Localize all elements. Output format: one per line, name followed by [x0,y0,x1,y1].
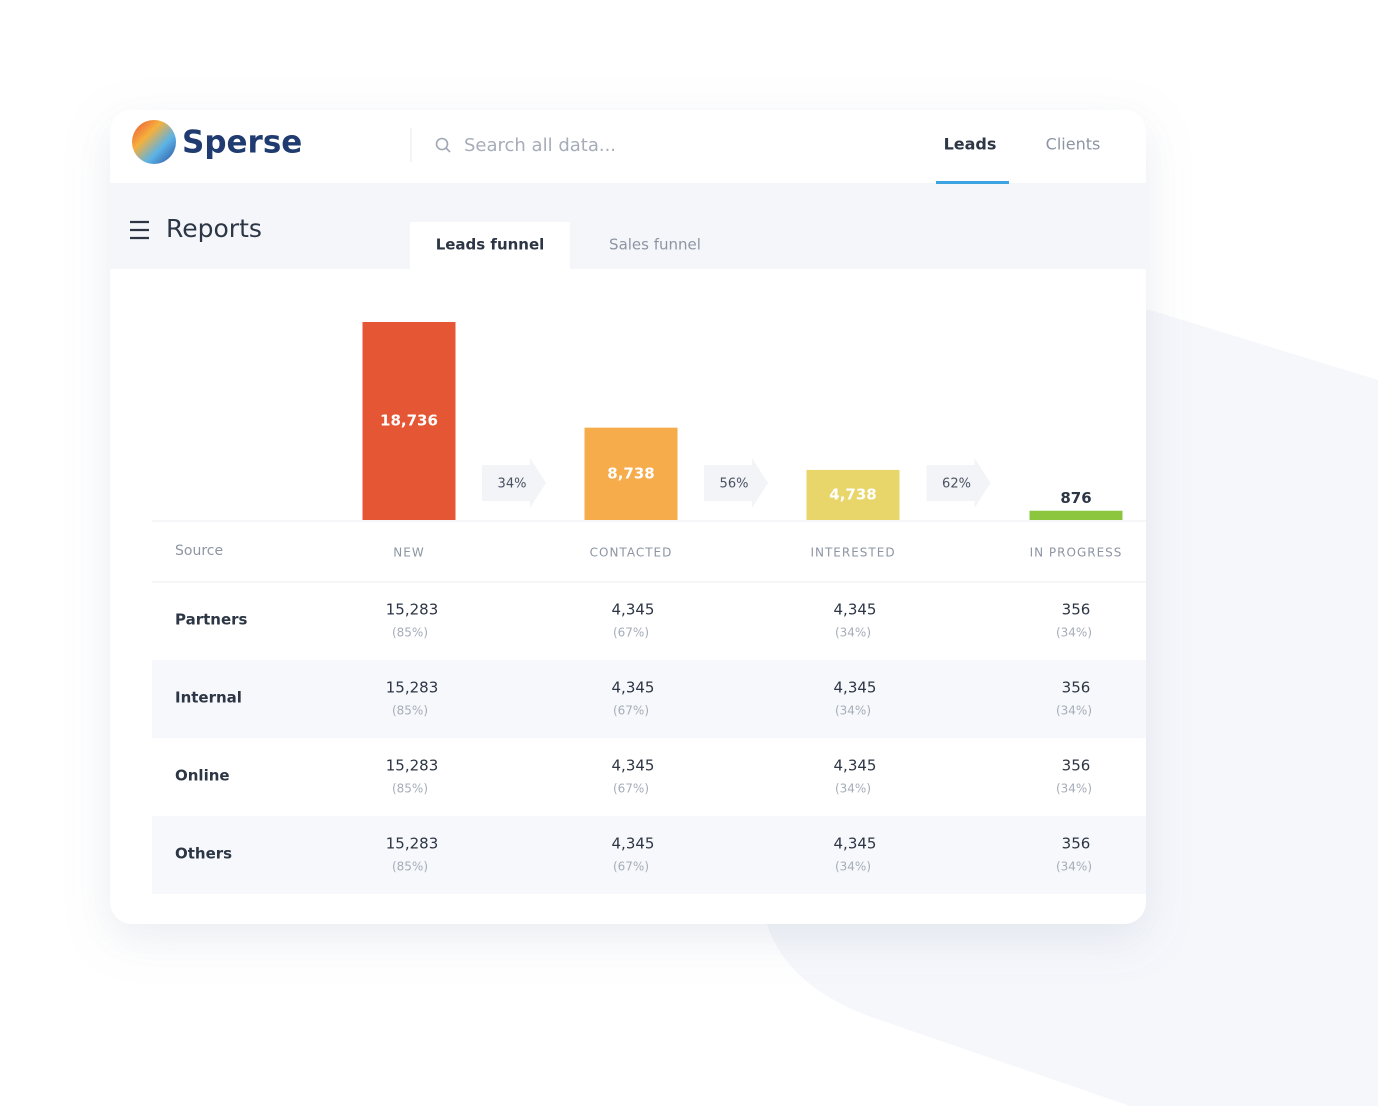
active-tab [410,222,570,270]
cell-percent: (67%) [613,626,649,640]
tab[interactable]: Sales funnel [609,236,701,254]
bar-label: 18,736 [380,412,438,430]
row-label: Others [175,845,232,863]
cell-percent: (34%) [835,704,871,718]
cell-percent: (85%) [392,860,428,874]
row-background [152,660,1146,738]
cell-value: 4,345 [612,835,655,853]
cell-percent: (85%) [392,626,428,640]
x-tick-label: IN PROGRESS [1030,546,1123,560]
cell-percent: (85%) [392,782,428,796]
cell-value: 4,345 [834,601,877,619]
page-title: Reports [166,214,262,243]
bar [584,427,678,520]
cell-value: 4,345 [834,835,877,853]
menu-icon[interactable] [130,220,149,240]
cell-value: 4,345 [612,679,655,697]
cell-value: 15,283 [386,835,439,853]
cell-percent: (34%) [1056,704,1092,718]
active-indicator [936,181,1009,184]
x-tick-label: INTERESTED [810,546,895,560]
nav-tab[interactable]: Leads [944,135,997,154]
bar-label: 876 [1060,489,1091,507]
cell-value: 4,345 [834,679,877,697]
bar-label: 8,738 [607,464,654,482]
x-tick-label: CONTACTED [590,546,673,560]
cell-value: 15,283 [386,757,439,775]
cell-percent: (34%) [1056,782,1092,796]
cell-percent: (85%) [392,704,428,718]
logo-icon [132,120,176,164]
cell-percent: (34%) [835,860,871,874]
search-icon [435,137,449,151]
bar [1029,510,1123,520]
conversion-label: 56% [720,477,749,492]
cell-value: 4,345 [834,757,877,775]
cell-value: 4,345 [612,757,655,775]
cell-value: 356 [1062,757,1091,775]
cell-value: 356 [1062,679,1091,697]
conversion-label: 62% [942,477,971,492]
search-icon [445,147,451,153]
cell-percent: (67%) [613,704,649,718]
row-label: Internal [175,689,242,707]
search-input[interactable]: Search all data... [464,135,616,156]
conversion-arrow [482,458,546,508]
logo: Sperse [182,125,302,161]
tab[interactable]: Leads funnel [436,236,545,254]
conversion-label: 34% [498,477,527,492]
cell-percent: (34%) [1056,626,1092,640]
table-header: Source [175,543,223,559]
row-background [152,816,1146,894]
x-tick-label: NEW [393,546,424,560]
cell-value: 356 [1062,601,1091,619]
cell-value: 4,345 [612,601,655,619]
conversion-arrow [704,458,768,508]
bar [362,322,456,520]
cell-percent: (34%) [1056,860,1092,874]
cell-value: 15,283 [386,679,439,697]
cell-percent: (34%) [835,626,871,640]
subheader [110,183,1146,269]
cell-percent: (67%) [613,782,649,796]
cell-value: 15,283 [386,601,439,619]
cell-percent: (34%) [835,782,871,796]
cell-value: 356 [1062,835,1091,853]
row-label: Partners [175,611,248,629]
bar [806,469,900,520]
conversion-arrow [926,458,991,508]
nav-tab[interactable]: Clients [1046,135,1101,154]
bar-label: 4,738 [829,485,876,503]
cell-percent: (67%) [613,860,649,874]
row-label: Online [175,767,230,785]
